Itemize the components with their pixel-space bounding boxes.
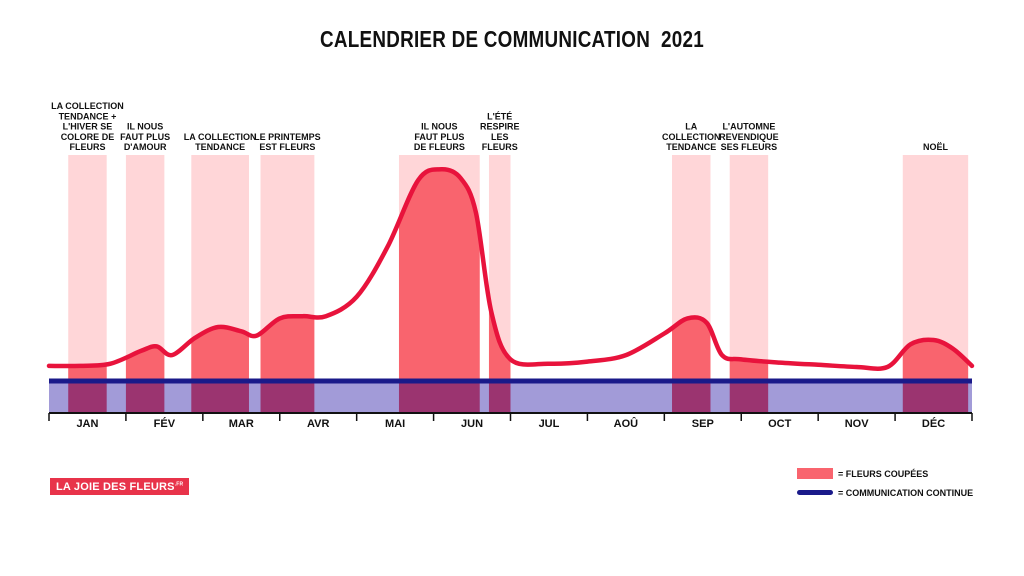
event-label: IL NOUS FAUT PLUS DE FLEURS <box>414 122 465 152</box>
month-label: DÉC <box>922 417 945 430</box>
event-overlap <box>672 381 711 413</box>
event-overlap <box>260 381 315 413</box>
curve-layer <box>46 167 975 384</box>
month-label: NOV <box>845 418 870 430</box>
month-label: JUL <box>539 418 560 430</box>
event-label: L'ÉTÉ RESPIRE LES FLEURS <box>480 111 520 152</box>
legend-label: = FLEURS COUPÉES <box>838 468 929 479</box>
month-label: MAR <box>229 418 254 430</box>
event-overlap <box>902 381 969 413</box>
legend-swatch-area <box>797 468 833 479</box>
event-area <box>398 169 480 381</box>
brand-logo: LA JOIE DES FLEURS.FR <box>50 478 190 495</box>
legend-swatch-line <box>797 490 833 495</box>
event-label: L'AUTOMNE REVENDIQUE SES FLEURS <box>719 122 779 152</box>
logo-strong: FLEURS <box>129 481 175 493</box>
event-overlap <box>398 381 480 413</box>
event-overlap <box>488 381 511 413</box>
event-label: NOËL <box>923 142 949 152</box>
month-label: JUN <box>461 418 483 430</box>
logo-suffix: .FR <box>174 481 184 488</box>
event-label: IL NOUS FAUT PLUS D'AMOUR <box>120 122 170 152</box>
event-label: LA COLLECTION TENDANCE <box>184 132 257 152</box>
overlap-bands <box>68 381 969 413</box>
month-label: OCT <box>768 418 792 430</box>
legend-item-cut-flowers: = FLEURS COUPÉES <box>797 464 973 483</box>
event-overlap <box>68 381 107 413</box>
event-overlap <box>191 381 249 413</box>
month-label: MAI <box>385 418 405 430</box>
legend: = FLEURS COUPÉES = COMMUNICATION CONTINU… <box>797 464 973 502</box>
chart-title: CALENDRIER DE COMMUNICATION 2021 <box>320 26 704 52</box>
month-label: AOÛ <box>614 417 639 430</box>
month-label: SEP <box>692 418 714 430</box>
event-label: LE PRINTEMPS EST FLEURS <box>254 132 321 152</box>
x-axis: JAN FÉV MAR AVR MAI JUN JUL AOÛ SEP OCT NOV DÉC <box>48 412 973 430</box>
legend-label: = COMMUNICATION CONTINUE <box>838 487 974 498</box>
event-overlap <box>729 381 769 413</box>
logo-text: LA JOIE DES <box>56 481 130 493</box>
legend-item-continuous: = COMMUNICATION CONTINUE <box>797 483 973 502</box>
event-labels: LA COLLECTION TENDANCE + L'HIVER SE COLORE … <box>51 101 948 152</box>
event-label: LA COLLECTION TENDANCE <box>662 122 721 152</box>
month-label: AVR <box>307 418 329 430</box>
month-label: JAN <box>76 418 98 430</box>
event-overlap <box>125 381 165 413</box>
event-label: LA COLLECTION TENDANCE + L'HIVER SE COLORE … <box>51 101 124 152</box>
cut-flowers-curve <box>46 167 975 371</box>
month-label: FÉV <box>154 417 176 430</box>
